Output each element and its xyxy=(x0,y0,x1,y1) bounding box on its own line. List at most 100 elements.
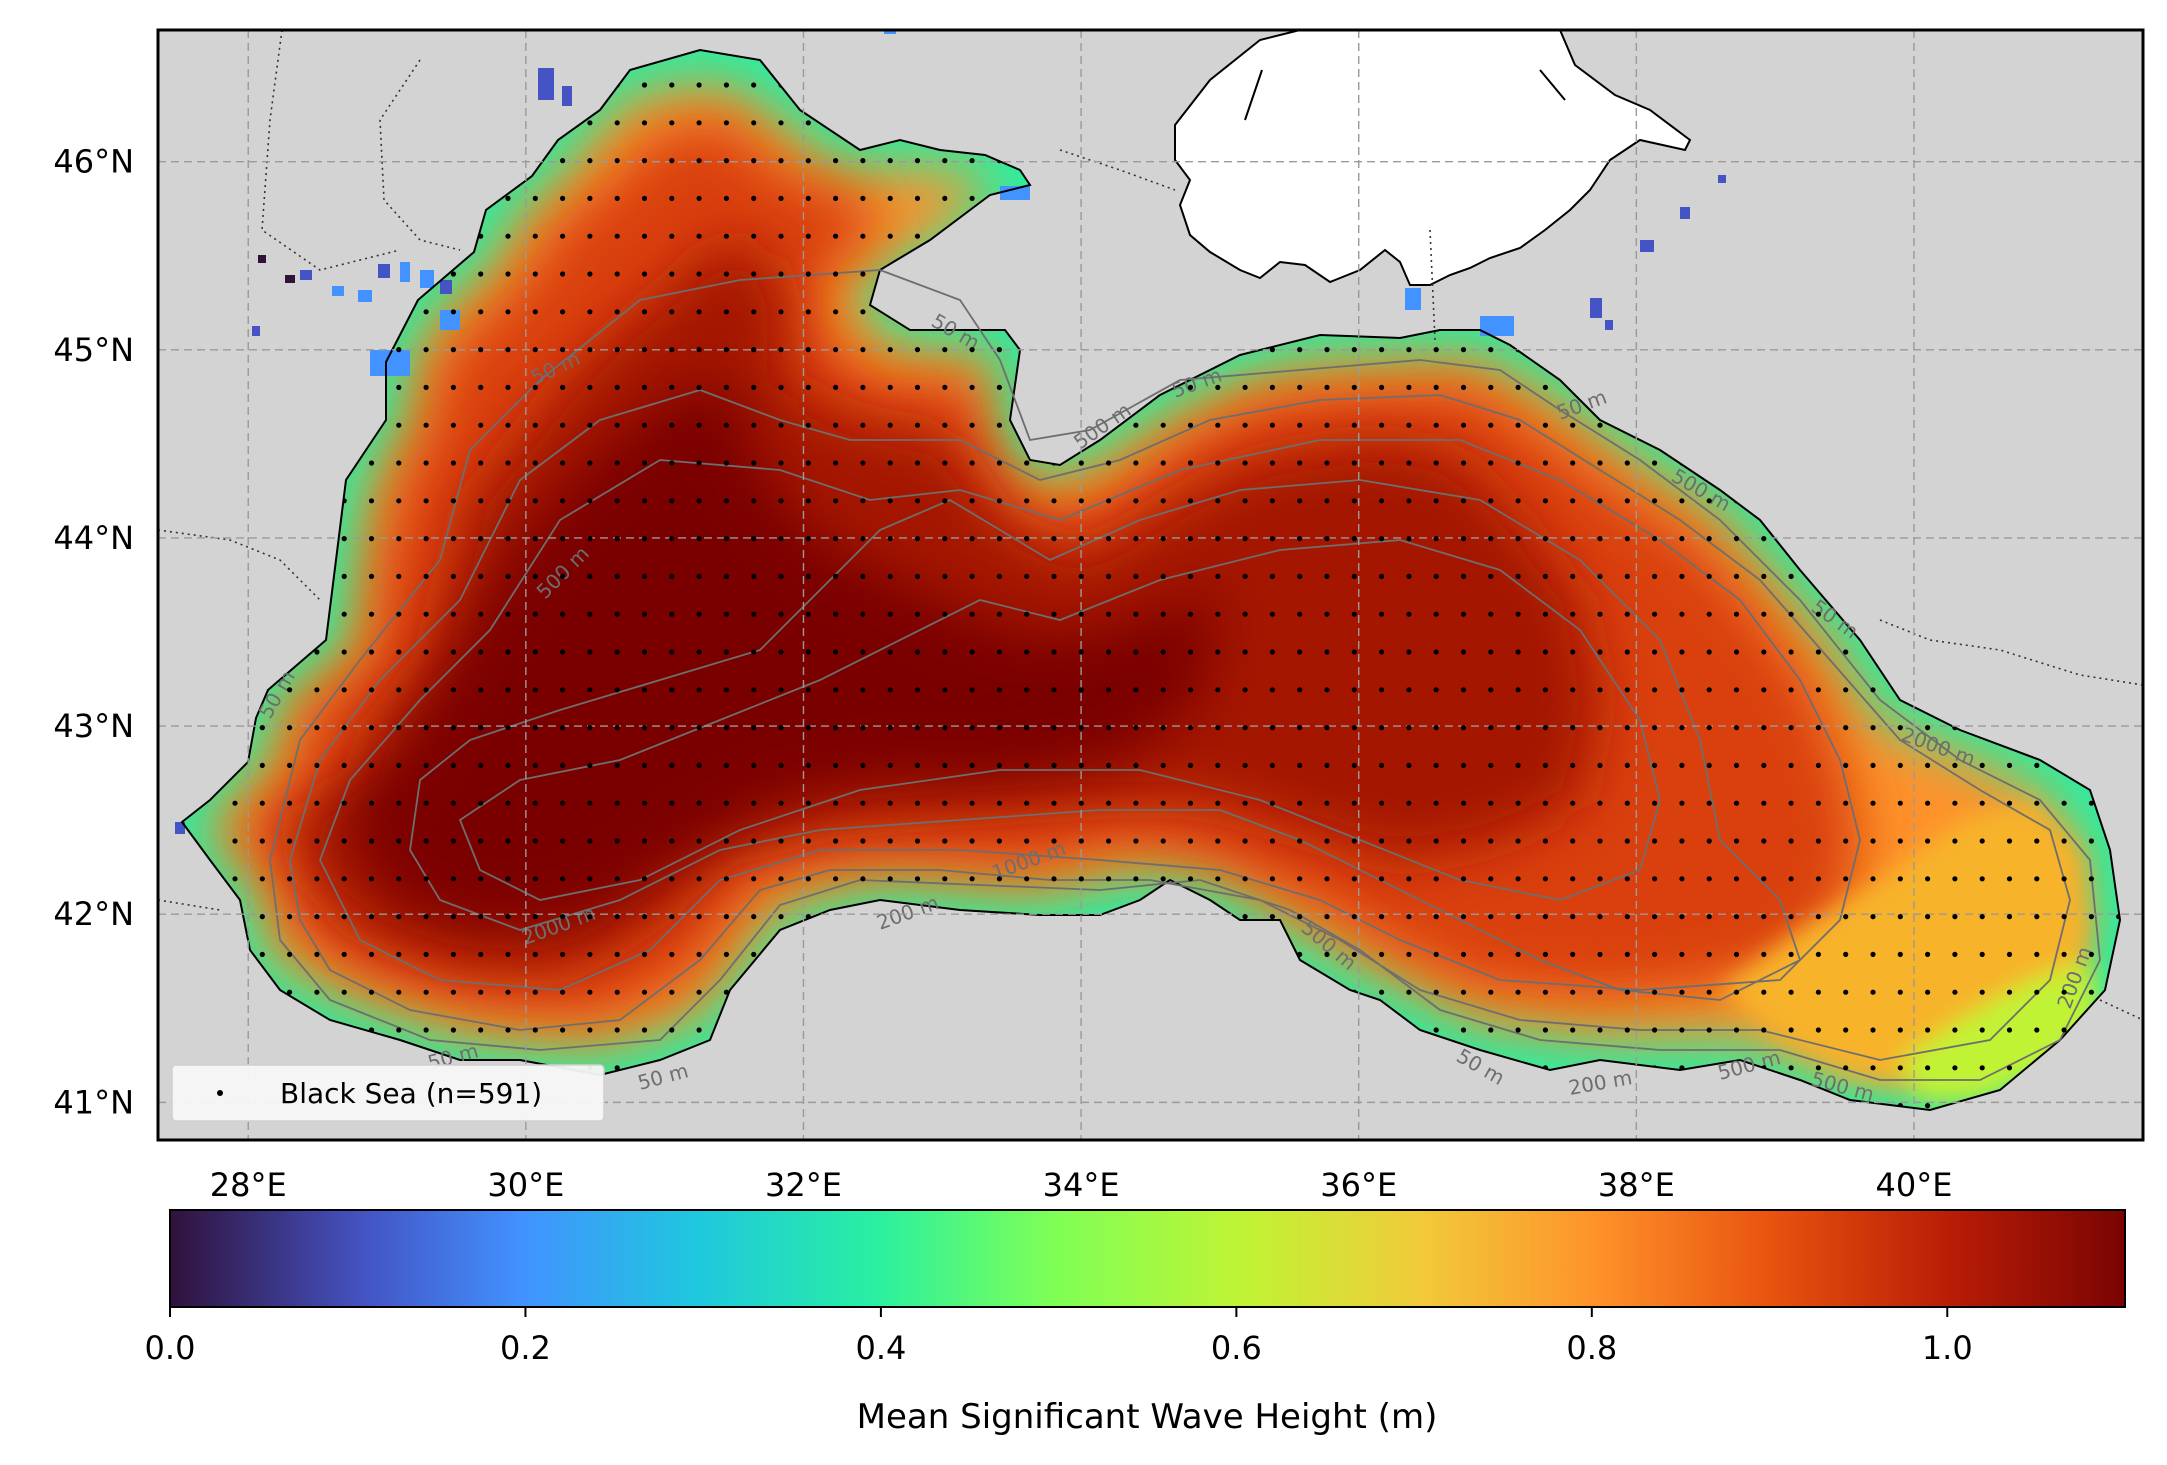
station-point xyxy=(1242,536,1248,542)
station-point xyxy=(696,725,702,731)
station-point xyxy=(1051,687,1057,693)
station-point xyxy=(996,422,1003,428)
station-point xyxy=(450,989,456,995)
station-point xyxy=(1679,876,1685,882)
station-point xyxy=(1433,687,1439,693)
station-point xyxy=(778,536,784,542)
station-point xyxy=(1706,914,1712,920)
station-point xyxy=(396,838,402,844)
station-point xyxy=(942,460,948,466)
station-point xyxy=(751,649,757,655)
station-point xyxy=(1242,876,1248,882)
station-point xyxy=(1106,800,1112,806)
station-point xyxy=(1843,725,1849,731)
station-point xyxy=(1952,989,1958,995)
station-point xyxy=(914,347,921,353)
station-point xyxy=(560,422,566,428)
station-point xyxy=(669,158,675,164)
station-point xyxy=(1570,800,1576,806)
station-point xyxy=(368,460,375,466)
station-point xyxy=(669,725,675,731)
station-point xyxy=(1652,649,1658,655)
station-point xyxy=(532,951,538,958)
station-point xyxy=(1433,762,1439,769)
station-point xyxy=(368,838,375,844)
station-point xyxy=(1187,876,1194,882)
station-point xyxy=(1269,460,1275,466)
station-point xyxy=(641,82,648,88)
station-point xyxy=(532,762,538,769)
station-point xyxy=(314,649,320,655)
station-point xyxy=(1570,611,1576,617)
station-point xyxy=(1897,989,1903,995)
station-point xyxy=(1570,498,1576,504)
station-point xyxy=(396,989,402,995)
station-point xyxy=(1733,687,1740,693)
station-point xyxy=(396,649,402,655)
station-point xyxy=(259,876,265,882)
station-point xyxy=(1679,536,1685,542)
station-point xyxy=(723,158,730,164)
station-point xyxy=(723,347,730,353)
station-point xyxy=(1024,611,1030,617)
station-point xyxy=(1460,762,1467,769)
legend-label: Black Sea (n=591) xyxy=(280,1077,542,1110)
station-point xyxy=(1706,800,1712,806)
station-point xyxy=(1597,649,1603,655)
station-point xyxy=(1597,422,1603,428)
station-point xyxy=(1460,687,1467,693)
station-point xyxy=(232,838,238,844)
station-point xyxy=(751,233,757,239)
station-point xyxy=(1215,762,1221,769)
station-point xyxy=(641,725,648,731)
station-point xyxy=(587,611,593,617)
station-point xyxy=(805,271,811,277)
station-point xyxy=(1515,914,1521,920)
station-point xyxy=(1215,498,1221,504)
station-point xyxy=(914,422,921,428)
station-point xyxy=(669,120,675,126)
station-point xyxy=(1406,498,1412,504)
station-point xyxy=(1297,422,1303,428)
station-point xyxy=(2006,762,2013,769)
station-point xyxy=(1679,573,1685,580)
station-point xyxy=(1843,762,1849,769)
station-point xyxy=(560,611,566,617)
station-point xyxy=(505,989,511,995)
station-point xyxy=(341,573,347,580)
station-point xyxy=(314,687,320,693)
station-point xyxy=(1761,876,1767,882)
station-point xyxy=(751,762,757,769)
station-point xyxy=(560,951,566,958)
station-point xyxy=(1297,460,1303,466)
station-point xyxy=(1242,573,1248,580)
station-point xyxy=(396,498,402,504)
station-point xyxy=(1597,876,1603,882)
station-point xyxy=(450,573,456,580)
station-point xyxy=(833,838,839,844)
station-point xyxy=(1925,914,1931,920)
station-point xyxy=(1925,1027,1931,1033)
station-point xyxy=(1078,800,1084,806)
legend-marker xyxy=(217,1090,223,1096)
station-point xyxy=(778,120,784,126)
station-point xyxy=(778,914,784,920)
station-point xyxy=(532,649,538,655)
station-point xyxy=(368,800,375,806)
station-point xyxy=(751,460,757,466)
station-point xyxy=(396,725,402,731)
station-point xyxy=(423,498,429,504)
station-point xyxy=(2006,838,2013,844)
station-point xyxy=(1624,989,1630,995)
station-point xyxy=(1515,687,1521,693)
station-point xyxy=(641,573,648,580)
station-point xyxy=(914,876,921,882)
station-point xyxy=(532,460,538,466)
station-point xyxy=(1351,914,1357,920)
station-point xyxy=(778,158,784,164)
station-point xyxy=(450,498,456,504)
station-point xyxy=(1597,838,1603,844)
station-point xyxy=(1215,838,1221,844)
station-point xyxy=(423,309,429,315)
station-point xyxy=(723,800,730,806)
